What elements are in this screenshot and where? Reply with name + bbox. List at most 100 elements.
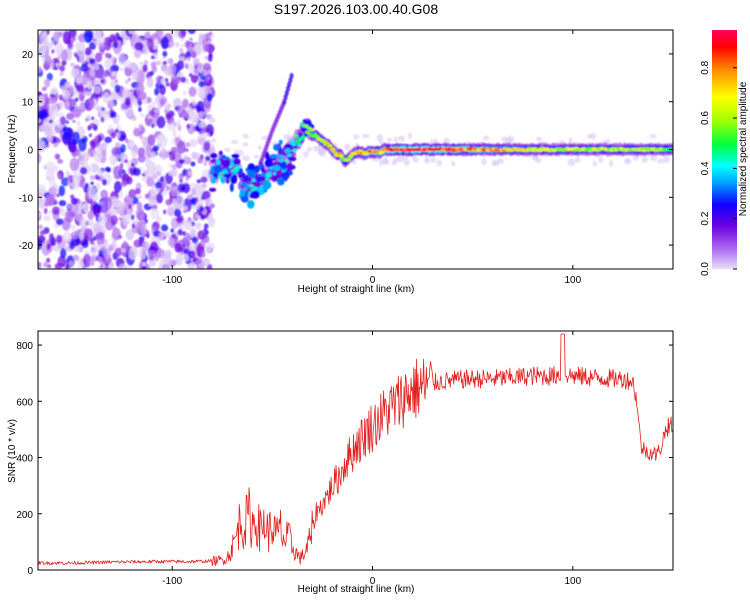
noise-blob <box>204 155 211 162</box>
noise-blob <box>51 206 60 215</box>
noise-blob <box>76 84 85 93</box>
ridge-scatter <box>229 183 234 192</box>
noise-blob <box>149 187 156 197</box>
noise-blob <box>162 50 168 58</box>
noise-blob <box>66 112 75 120</box>
noise-blob <box>83 228 93 241</box>
ridge-cell <box>309 128 315 132</box>
noise-blob <box>89 41 96 51</box>
ridge-cell <box>267 171 273 175</box>
ridge-scatter <box>240 194 249 203</box>
noise-blob <box>93 207 101 218</box>
noise-blob <box>197 85 206 99</box>
noise-blob <box>151 33 159 41</box>
noise-blob <box>182 230 187 237</box>
noise-blob <box>39 33 49 45</box>
ridge-cell <box>338 154 344 158</box>
faint-speckle <box>210 137 217 143</box>
ridge-cell <box>265 173 271 178</box>
noise-blob <box>101 178 107 186</box>
noise-blob <box>146 143 152 151</box>
noise-blob <box>197 111 203 120</box>
noise-blob <box>58 185 66 197</box>
noise-blob <box>127 77 132 82</box>
noise-blob <box>60 248 67 259</box>
faint-speckle <box>535 136 543 142</box>
noise-blob <box>147 250 157 259</box>
noise-blob <box>102 112 111 121</box>
noise-blob <box>173 122 177 127</box>
noise-blob <box>157 178 161 183</box>
noise-blob <box>169 182 179 197</box>
faint-speckle <box>592 160 597 167</box>
noise-blob <box>55 234 63 244</box>
noise-blob <box>159 176 164 183</box>
noise-blob <box>207 54 213 62</box>
noise-blob <box>62 30 72 45</box>
noise-blob <box>76 120 81 127</box>
noise-blob <box>81 185 86 189</box>
noise-blob <box>199 206 204 212</box>
noise-blob <box>167 163 173 168</box>
noise-blob <box>48 119 53 124</box>
y-tick-label: -10 <box>19 193 34 204</box>
snr-panel: -100 0 100 0 200 400 600 800 Height of straigh… <box>7 330 674 595</box>
noise-blob <box>116 113 121 120</box>
ridge-scatter <box>285 164 294 169</box>
noise-blob <box>187 219 193 224</box>
noise-blob <box>123 240 127 247</box>
noise-blob <box>151 169 156 175</box>
noise-blob <box>152 145 160 151</box>
noise-blob <box>92 163 100 172</box>
noise-blob <box>172 98 182 106</box>
colorbar-tick-label: 0.0 <box>700 262 711 276</box>
noise-blob <box>176 140 186 154</box>
noise-blob <box>160 36 169 50</box>
faint-speckle <box>567 158 575 167</box>
noise-blob <box>38 261 42 269</box>
faint-speckle <box>574 157 581 163</box>
noise-blob <box>81 240 89 249</box>
colorbar-tick-label: 0.2 <box>700 211 711 225</box>
faint-speckle <box>386 137 392 143</box>
noise-blob <box>154 87 160 96</box>
x-tick-label: 100 <box>564 576 581 587</box>
noise-blob <box>41 236 46 242</box>
noise-blob <box>153 164 163 178</box>
noise-blob <box>43 261 48 268</box>
noise-blob <box>154 181 162 189</box>
noise-blob <box>196 258 200 262</box>
noise-blob <box>100 189 108 199</box>
ridge-scatter <box>211 176 217 184</box>
faint-speckle <box>230 139 239 145</box>
y-tick-label: 800 <box>16 341 33 352</box>
noise-blob <box>146 179 156 187</box>
noise-blob <box>112 61 117 66</box>
noise-blob <box>39 229 46 236</box>
noise-blob <box>43 215 51 222</box>
noise-blob <box>198 34 207 47</box>
noise-blob <box>63 229 71 242</box>
noise-blob <box>50 86 58 95</box>
noise-blob <box>38 213 42 217</box>
noise-blob <box>114 84 121 94</box>
noise-blob <box>100 79 105 84</box>
noise-blob <box>69 144 77 153</box>
y-tick-label: 400 <box>16 454 33 465</box>
ridge-scatter <box>208 187 217 192</box>
noise-blob <box>71 107 82 119</box>
noise-blob <box>156 116 166 129</box>
ridge-cell <box>257 173 263 177</box>
noise-blob <box>108 53 112 59</box>
faint-speckle <box>242 133 249 139</box>
noise-blob <box>118 190 124 199</box>
x-tick-label: -100 <box>162 275 182 286</box>
noise-blob <box>129 95 133 101</box>
ridge-scatter <box>210 153 218 159</box>
noise-blob <box>111 240 117 250</box>
noise-blob <box>191 50 197 59</box>
faint-speckle <box>353 134 360 140</box>
ridge-cell <box>305 130 311 134</box>
noise-blob <box>170 228 175 233</box>
noise-blob <box>70 224 77 231</box>
